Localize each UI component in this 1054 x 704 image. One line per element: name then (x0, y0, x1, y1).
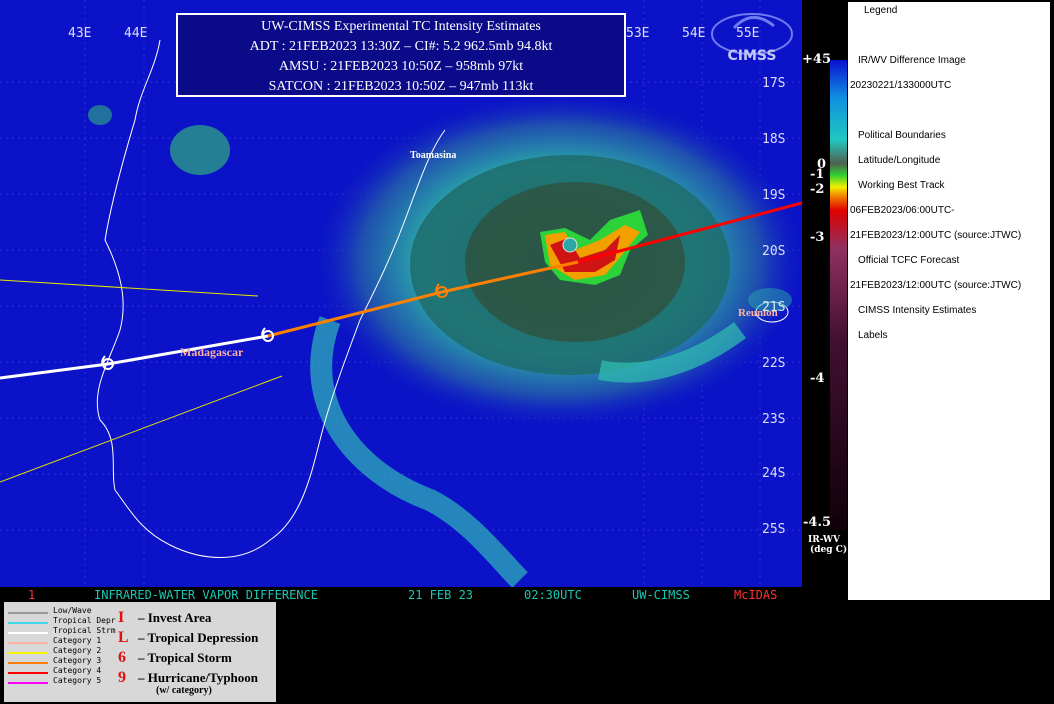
place-toamasina: Toamasina (410, 150, 457, 161)
yellow-track-south (0, 375, 283, 483)
legend-item[interactable]: Latitude/Longitude (858, 155, 941, 166)
convective-core (540, 210, 648, 285)
lat-lon-grid (0, 0, 802, 587)
lon-label: 54E (682, 26, 706, 41)
lat-label: 25S (762, 522, 786, 537)
legend-title: Legend (864, 5, 898, 16)
island-clouds (748, 288, 792, 312)
lat-label: 24S (762, 466, 786, 481)
colorbar-label: 0 (817, 157, 827, 172)
footer-software: McIDAS (734, 588, 778, 602)
lat-label: 17S (762, 76, 786, 91)
legend-item[interactable]: Working Best Track (858, 180, 945, 191)
cimss-logo: CIMSS (704, 8, 800, 68)
colorbar-unit-2: (deg C) (810, 545, 848, 555)
legend-item: 21FEB2023/12:00UTC (source:JTWC) (850, 280, 1022, 291)
lon-label: 44E (124, 26, 148, 41)
footer-date: 21 FEB 23 (408, 588, 474, 602)
footer-time: 02:30UTC (524, 588, 582, 602)
colorbar-label: -3 (810, 230, 825, 245)
colorbar-unit-1: IR-WV (808, 535, 841, 545)
satellite-map (0, 0, 802, 602)
lat-label: 20S (762, 244, 786, 259)
lat-label: 19S (762, 188, 786, 203)
storm-symbol-white-1 (101, 355, 114, 370)
legend-item: 06FEB2023/06:00UTC- (850, 205, 955, 216)
intensity-estimates-box: UW-CIMSS Experimental TC Intensity Estim… (176, 13, 626, 97)
symbol-hurricane: 9– Hurricane/Typhoon (118, 669, 259, 686)
track-legend: Low/Wave Tropical Depr Tropical Strm Cat… (4, 602, 276, 702)
amsu-estimate: AMSU : 21FEB2023 10:50Z – 958mb 97kt (278, 59, 524, 74)
footer-product: INFRARED-WATER VAPOR DIFFERENCE (94, 588, 318, 602)
lat-label: 18S (762, 132, 786, 147)
colorbar-label: -4 (810, 371, 825, 386)
legend-item: 21FEB2023/12:00UTC (source:JTWC) (850, 230, 1022, 241)
symbol-tropical-storm: 6– Tropical Storm (118, 649, 232, 666)
lon-label: 53E (626, 26, 650, 41)
storm-symbol-orange (435, 283, 448, 298)
legend-item[interactable]: CIMSS Intensity Estimates (858, 305, 977, 316)
symbol-depression: L – Tropical Depression (118, 629, 259, 646)
category-note: (w/ category) (156, 685, 212, 696)
legend-item[interactable]: Official TCFC Forecast (858, 255, 960, 266)
colorbar-label: -2 (810, 182, 825, 197)
legend-item[interactable]: Political Boundaries (858, 130, 946, 141)
legend-panel: Legend IR/WV Difference Image 20230221/1… (848, 2, 1050, 600)
legend-item[interactable]: IR/WV Difference Image (858, 55, 966, 66)
storm-symbol-white-2 (261, 327, 274, 342)
lat-label: 22S (762, 356, 786, 371)
place-madagascar: Madagascar (180, 345, 244, 359)
place-reunion: Reunion (738, 307, 778, 319)
lat-label: 23S (762, 412, 786, 427)
color-scale-bar (830, 60, 847, 530)
info-title: UW-CIMSS Experimental TC Intensity Estim… (261, 19, 541, 34)
lon-label: 55E (736, 26, 760, 41)
legend-item[interactable]: Labels (858, 330, 888, 341)
yellow-track-north (0, 279, 259, 297)
symbol-invest: I – Invest Area (118, 609, 212, 626)
satcon-estimate: SATCON : 21FEB2023 10:50Z – 947mb 113kt (268, 79, 534, 94)
image-footer: 1 INFRARED-WATER VAPOR DIFFERENCE 21 FEB… (0, 587, 802, 602)
footer-marker: 1 (28, 588, 36, 602)
lat-label: 21S (762, 300, 786, 315)
lon-label: 43E (68, 26, 92, 41)
legend-item: 20230221/133000UTC (850, 80, 952, 91)
colorbar-label: -1 (810, 167, 825, 182)
colorbar-top-label: +45 (802, 52, 831, 67)
best-track (0, 201, 802, 380)
footer-source: UW-CIMSS (632, 588, 690, 602)
colorbar-label: -4.5 (803, 515, 832, 530)
svg-text:CIMSS: CIMSS (728, 48, 777, 64)
adt-estimate: ADT : 21FEB2023 13:30Z – CI#: 5.2 962.5m… (249, 39, 553, 54)
